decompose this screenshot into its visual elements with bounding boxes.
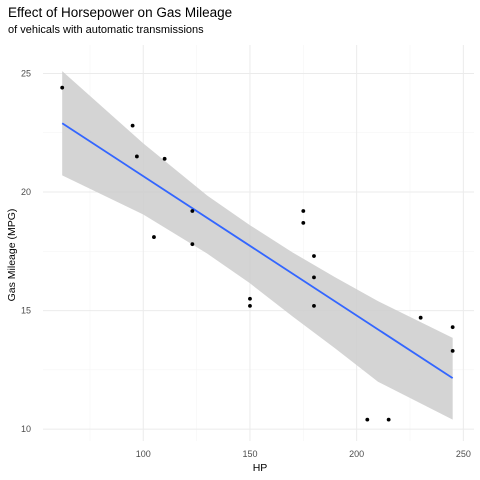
data-point	[301, 220, 306, 225]
data-point	[301, 209, 306, 213]
data-point	[418, 315, 423, 320]
data-point	[248, 296, 252, 301]
y-tick-label: 10	[21, 424, 31, 434]
data-point	[190, 242, 195, 247]
x-tick-label: 150	[242, 449, 257, 459]
data-points	[60, 85, 455, 422]
x-axis-title: HP	[253, 462, 268, 474]
data-point	[190, 209, 195, 213]
data-point	[152, 235, 156, 239]
data-point	[365, 417, 370, 422]
x-tick-label: 200	[349, 449, 364, 459]
data-point	[312, 275, 316, 280]
data-point	[134, 154, 139, 159]
data-point	[130, 123, 135, 128]
data-point	[450, 325, 455, 330]
x-axis-ticks: 100 150 200 250	[136, 449, 471, 459]
data-point	[60, 85, 65, 90]
y-axis-title: Gas Mileage (MPG)	[6, 209, 18, 302]
data-point	[312, 303, 316, 308]
data-point	[312, 254, 316, 258]
x-tick-label: 250	[456, 449, 471, 459]
chart-title: Effect of Horsepower on Gas Mileage	[8, 5, 233, 20]
data-point	[162, 156, 167, 161]
y-axis-ticks: 10 15 20 25	[21, 68, 31, 434]
y-tick-label: 25	[21, 68, 31, 78]
x-tick-label: 100	[136, 449, 151, 459]
y-tick-label: 15	[21, 306, 31, 316]
data-point	[450, 348, 455, 353]
regression-line	[61, 122, 454, 379]
y-tick-label: 20	[21, 187, 31, 197]
data-point	[386, 417, 391, 422]
data-point	[248, 303, 252, 308]
chart-subtitle: of vehicals with automatic transmissions	[8, 24, 204, 36]
confidence-band	[62, 71, 453, 420]
